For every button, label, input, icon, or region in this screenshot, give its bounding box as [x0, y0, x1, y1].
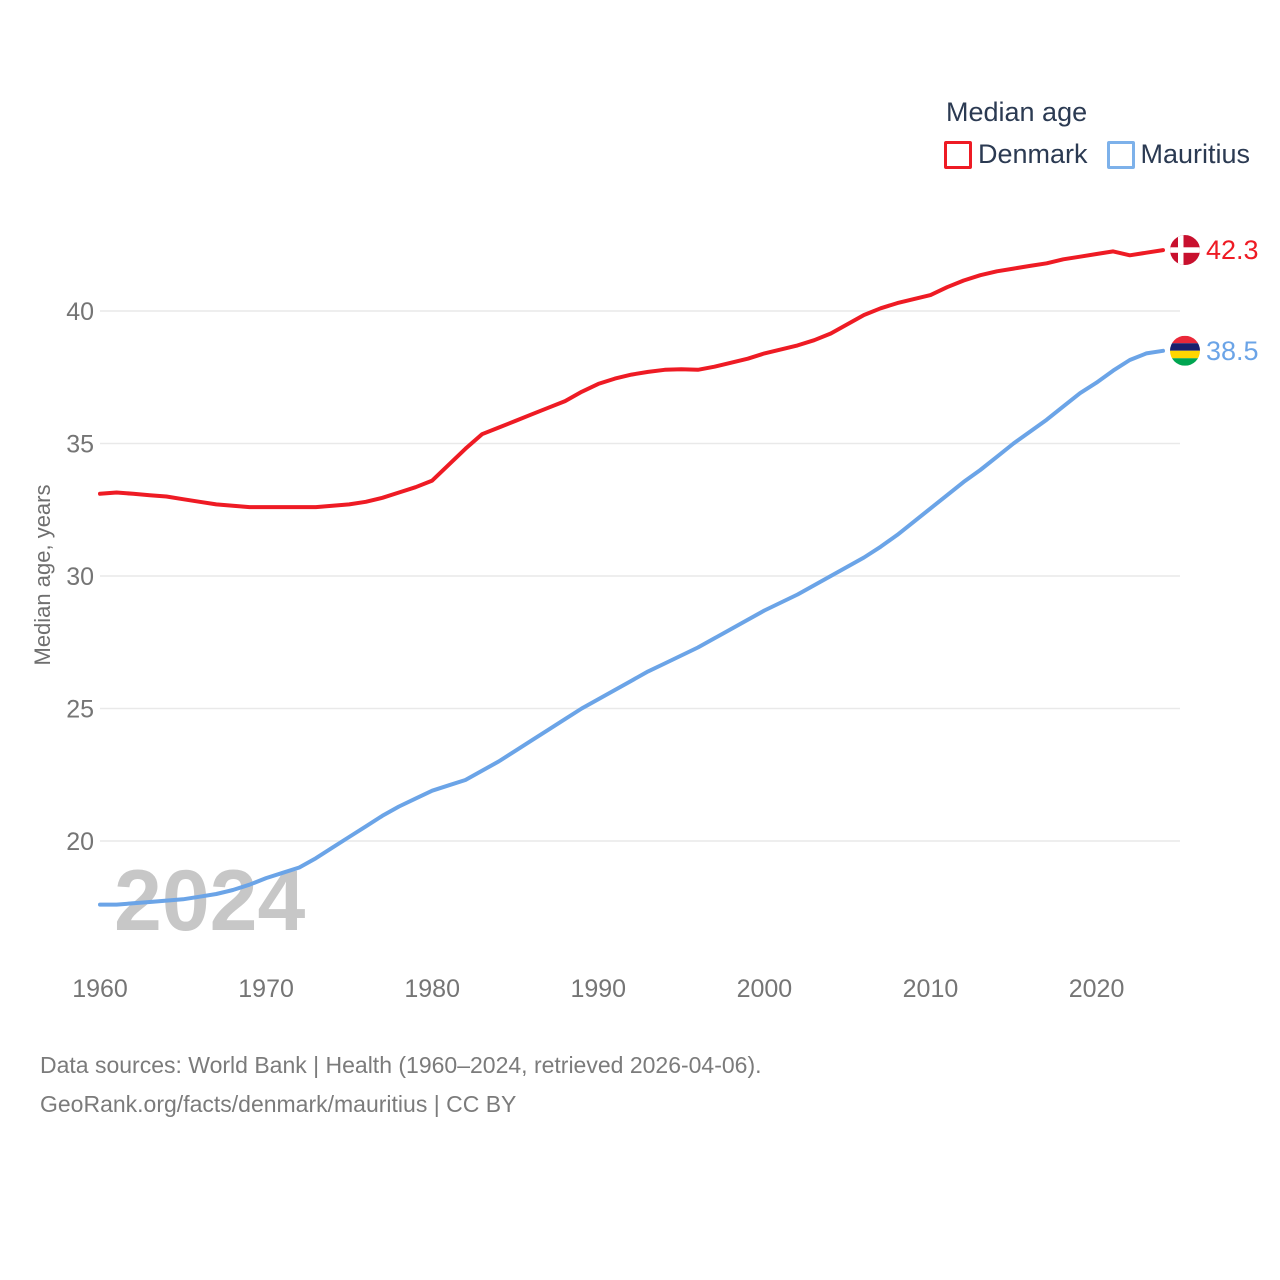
y-tick-label-25: 25 — [66, 696, 94, 724]
mauritius-swatch-icon — [1106, 140, 1135, 169]
y-tick-label-20: 20 — [66, 828, 94, 856]
y-tick-label-40: 40 — [66, 298, 94, 326]
denmark-end-value-label: 42.3 — [1206, 235, 1259, 265]
legend: Median age Denmark Mauritius — [944, 97, 1250, 170]
x-tick-label-1990: 1990 — [570, 975, 626, 1003]
legend-title: Median age — [946, 97, 1088, 127]
x-tick-label-1970: 1970 — [238, 975, 294, 1003]
x-tick-label-2020: 2020 — [1069, 975, 1125, 1003]
mauritius-end-value-label: 38.5 — [1206, 336, 1259, 366]
attribution-text: GeoRank.org/facts/denmark/mauritius | CC… — [40, 1091, 517, 1117]
mauritius-flag-icon — [1170, 335, 1200, 366]
legend-item-mauritius[interactable]: Mauritius — [1106, 139, 1251, 170]
x-tick-label-2010: 2010 — [903, 975, 959, 1003]
y-tick-label-35: 35 — [66, 431, 94, 459]
legend-label-mauritius: Mauritius — [1140, 139, 1251, 169]
denmark-flag-icon — [1170, 235, 1200, 266]
y-tick-label-30: 30 — [66, 563, 94, 591]
denmark-swatch-icon — [944, 140, 972, 169]
data-sources-text: Data sources: World Bank | Health (1960–… — [40, 1052, 762, 1078]
x-tick-label-1960: 1960 — [72, 975, 128, 1003]
x-tick-label-2000: 2000 — [737, 975, 793, 1003]
x-tick-label-1980: 1980 — [404, 975, 460, 1003]
legend-items: Denmark Mauritius — [944, 139, 1250, 170]
mauritius-line — [98, 348, 1165, 907]
y-axis-title: Median age, years — [30, 485, 55, 666]
footer: Data sources: World Bank | Health (1960–… — [40, 1046, 762, 1124]
legend-item-denmark[interactable]: Denmark — [944, 139, 1088, 170]
denmark-line — [98, 248, 1165, 510]
legend-label-denmark: Denmark — [978, 139, 1088, 169]
